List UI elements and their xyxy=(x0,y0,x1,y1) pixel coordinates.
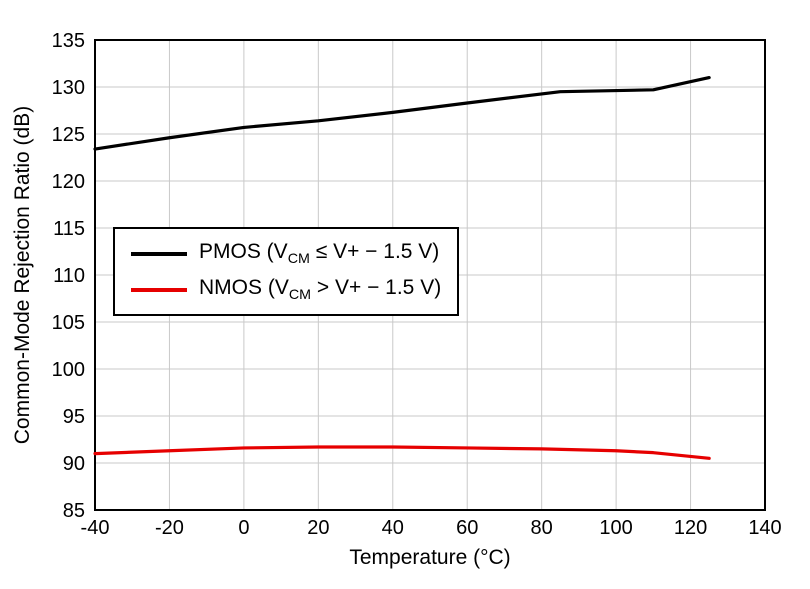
y-tick-label: 85 xyxy=(63,500,85,522)
y-axis-title: Common-Mode Rejection Ratio (dB) xyxy=(11,105,34,445)
legend-label-pmos-suffix: ≤ V+ − 1.5 V) xyxy=(309,240,440,263)
legend-label-nmos-sub: CM xyxy=(288,287,312,304)
y-tick-label: 110 xyxy=(53,265,85,287)
nmos-line-swatch xyxy=(131,287,187,292)
x-axis-title: Temperature (°C) xyxy=(349,546,511,569)
x-tick-label: 0 xyxy=(238,517,249,539)
x-tick-label: 80 xyxy=(531,517,553,539)
plot-border xyxy=(94,39,766,511)
y-tick-label: 95 xyxy=(63,406,85,428)
y-tick-label: 135 xyxy=(52,30,85,52)
x-tick-label: -20 xyxy=(155,517,184,539)
legend: PMOS (VCM ≤ V+ − 1.5 V) NMOS (VCM > V+ −… xyxy=(113,227,460,317)
y-tick-label: 100 xyxy=(52,359,85,381)
y-tick-label: 130 xyxy=(52,77,85,99)
series-line-nmos xyxy=(93,445,711,460)
x-tick-label: 40 xyxy=(382,517,404,539)
y-tick-label: 115 xyxy=(53,218,85,240)
legend-label-nmos-prefix: NMOS (V xyxy=(199,276,289,300)
x-tick-label: 60 xyxy=(456,517,478,539)
x-tick-label: 140 xyxy=(748,517,781,539)
legend-label-pmos: PMOS (VCM ≤ V+ − 1.5 V) xyxy=(199,240,439,267)
legend-label-pmos-sub: CM xyxy=(287,251,310,268)
legend-label-pmos-prefix: PMOS (V xyxy=(199,240,288,263)
x-tick-label: 120 xyxy=(674,517,707,539)
y-tick-label: 90 xyxy=(63,453,85,475)
x-tick-label: 20 xyxy=(307,517,329,539)
y-tick-label: 120 xyxy=(52,171,85,193)
legend-label-nmos-suffix: > V+ − 1.5 V) xyxy=(311,276,442,300)
x-tick-label: -40 xyxy=(81,517,110,539)
series-line-pmos xyxy=(93,75,711,151)
y-tick-label: 105 xyxy=(52,312,85,334)
x-tick-label: 100 xyxy=(599,517,632,539)
pmos-line-swatch xyxy=(131,251,187,256)
legend-label-nmos: NMOS (VCM > V+ − 1.5 V) xyxy=(199,276,441,303)
legend-item-pmos: PMOS (VCM ≤ V+ − 1.5 V) xyxy=(131,240,441,267)
legend-item-nmos: NMOS (VCM > V+ − 1.5 V) xyxy=(131,276,441,303)
y-tick-label: 125 xyxy=(52,124,85,146)
